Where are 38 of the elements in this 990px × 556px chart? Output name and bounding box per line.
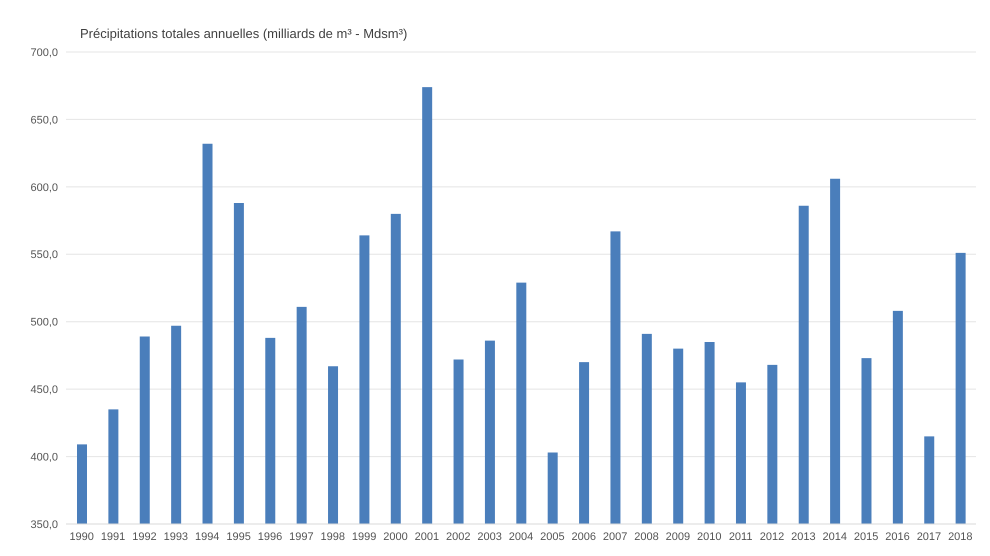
x-tick-label: 1998 <box>320 530 345 543</box>
y-tick-label: 500,0 <box>30 316 58 329</box>
x-tick-label: 1992 <box>132 530 157 543</box>
x-tick-label: 2008 <box>634 530 659 543</box>
y-tick-label: 650,0 <box>30 114 58 126</box>
x-tick-label: 2006 <box>572 530 596 543</box>
y-tick-label: 400,0 <box>30 451 58 464</box>
x-tick-label: 2013 <box>791 530 816 543</box>
x-tick-label: 1997 <box>289 530 314 543</box>
x-tick-label: 2017 <box>916 530 942 543</box>
x-tick-label: 1991 <box>100 530 126 543</box>
x-tick-label: 2000 <box>383 530 408 543</box>
x-tick-label: 1996 <box>258 530 282 543</box>
x-tick-label: 2001 <box>414 530 440 543</box>
x-tick-label: 1999 <box>352 530 376 543</box>
y-tick-label: 350,0 <box>30 518 58 531</box>
y-tick-label: 450,0 <box>30 384 58 396</box>
x-tick-label: 1993 <box>164 530 188 543</box>
x-tick-label: 2015 <box>854 530 878 543</box>
x-tick-label: 2004 <box>508 530 534 543</box>
x-tick-label: 2011 <box>728 530 752 543</box>
x-tick-label: 1990 <box>69 530 94 543</box>
x-tick-label: 2018 <box>948 530 973 543</box>
x-tick-label: 2005 <box>540 530 565 543</box>
x-tick-label: 2002 <box>446 530 470 543</box>
chart-title: Précipitations totales annuelles (milliards de m³ - Mdsm³) <box>80 26 408 41</box>
x-tick-label: 1994 <box>194 530 220 543</box>
x-tick-label: 2014 <box>822 530 848 543</box>
y-tick-label: 600,0 <box>30 182 58 194</box>
x-tick-label: 2003 <box>477 530 502 543</box>
x-tick-label: 2012 <box>760 530 784 543</box>
x-tick-label: 2009 <box>666 530 690 543</box>
x-tick-label: 2007 <box>602 530 628 543</box>
x-tick-label: 2010 <box>697 530 722 543</box>
x-tick-label: 2016 <box>885 530 910 543</box>
x-tick-label: 1995 <box>226 530 251 543</box>
y-tick-label: 700,0 <box>30 46 58 59</box>
y-tick-label: 550,0 <box>30 249 58 262</box>
